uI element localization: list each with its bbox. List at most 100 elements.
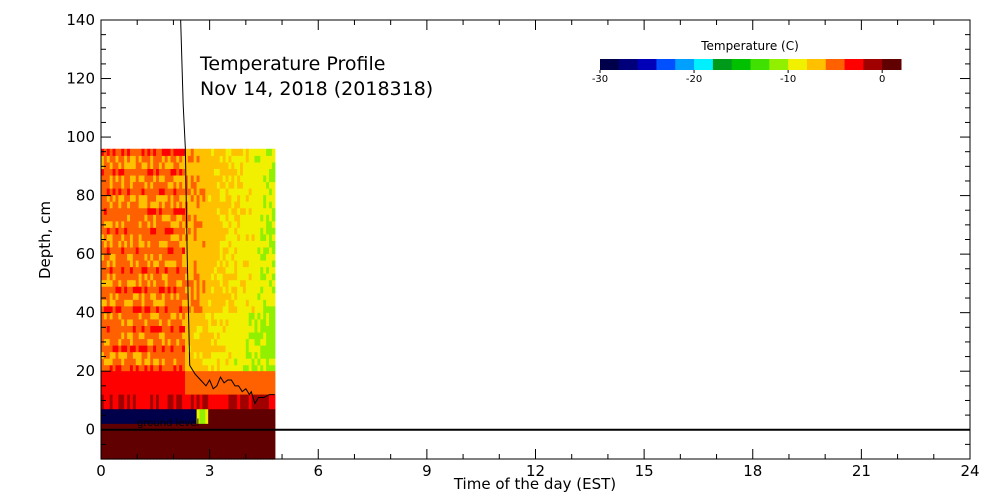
heatmap-cell	[187, 371, 192, 396]
heatmap-cell	[205, 312, 209, 320]
heatmap-cell	[153, 338, 157, 346]
heatmap-cell	[129, 220, 134, 228]
heatmap-cell	[208, 148, 212, 156]
heatmap-cell	[248, 240, 253, 248]
heatmap-cell	[208, 286, 212, 294]
heatmap-cell	[234, 279, 238, 287]
heatmap-cell	[132, 240, 137, 248]
heatmap-cell	[205, 394, 209, 410]
heatmap-cell	[196, 181, 201, 189]
heatmap-cell	[254, 345, 259, 353]
heatmap-cell	[179, 292, 183, 300]
heatmap-cell	[231, 409, 235, 425]
heatmap-cell	[257, 207, 261, 215]
heatmap-cell	[173, 253, 177, 261]
heatmap-cell	[222, 161, 227, 169]
heatmap-cell	[225, 259, 230, 268]
heatmap-cell	[205, 325, 209, 333]
heatmap-cell	[240, 181, 244, 189]
heatmap-cell	[202, 409, 206, 425]
colorbar-swatch	[750, 59, 770, 70]
heatmap-cell	[118, 227, 122, 235]
heatmap-cell	[248, 253, 253, 261]
heatmap-cell	[138, 240, 143, 248]
heatmap-cell	[179, 168, 183, 176]
heatmap-cell	[242, 312, 247, 320]
heatmap-cell	[150, 174, 154, 183]
heatmap-cell	[176, 345, 180, 353]
heatmap-cell	[225, 279, 230, 287]
heatmap-cell	[208, 214, 212, 222]
heatmap-cell	[205, 253, 209, 261]
heatmap-cell	[112, 358, 117, 366]
heatmap-cell	[231, 292, 235, 300]
heatmap-cell	[127, 233, 131, 241]
heatmap-cell	[103, 394, 108, 410]
heatmap-cell	[222, 214, 227, 222]
heatmap-cell	[202, 233, 206, 241]
heatmap-cell	[193, 345, 198, 353]
heatmap-cell	[208, 207, 212, 215]
heatmap-cell	[179, 409, 183, 425]
heatmap-cell	[199, 273, 203, 281]
heatmap-cell	[101, 181, 105, 189]
heatmap-cell	[240, 305, 244, 313]
heatmap-cell	[225, 423, 230, 460]
heatmap-cell	[173, 240, 177, 248]
heatmap-cell	[216, 409, 221, 425]
heatmap-cell	[138, 358, 143, 366]
heatmap-cell	[231, 351, 235, 359]
heatmap-cell	[254, 318, 259, 327]
heatmap-cell	[187, 253, 192, 261]
heatmap-cell	[254, 233, 259, 241]
heatmap-cell	[196, 253, 201, 261]
heatmap-cell	[240, 161, 244, 169]
heatmap-cell	[141, 318, 146, 327]
heatmap-cell	[115, 246, 119, 255]
heatmap-cell	[269, 371, 273, 396]
heatmap-cell	[260, 155, 264, 163]
heatmap-cell	[138, 155, 143, 163]
heatmap-cell	[271, 214, 276, 222]
heatmap-cell	[112, 220, 117, 228]
heatmap-cell	[167, 364, 172, 372]
heatmap-cell	[213, 161, 218, 169]
heatmap-cell	[266, 312, 270, 320]
colorbar-swatch	[600, 59, 620, 70]
heatmap-cell	[196, 246, 201, 255]
heatmap-cell	[205, 246, 209, 255]
heatmap-cell	[237, 168, 241, 176]
heatmap-cell	[185, 174, 189, 183]
heatmap-cell	[147, 207, 151, 215]
heatmap-cell	[219, 155, 224, 163]
heatmap-cell	[138, 331, 143, 340]
heatmap-cell	[219, 331, 224, 340]
heatmap-cell	[124, 279, 128, 287]
heatmap-cell	[115, 318, 119, 327]
heatmap-cell	[132, 227, 137, 235]
heatmap-cell	[211, 286, 215, 294]
heatmap-cell	[147, 364, 151, 372]
heatmap-cell	[231, 331, 235, 340]
heatmap-cell	[112, 409, 117, 425]
heatmap-cell	[158, 358, 163, 366]
heatmap-cell	[222, 240, 227, 248]
heatmap-cell	[135, 305, 140, 313]
heatmap-cell	[179, 371, 183, 396]
heatmap-cell	[138, 161, 143, 169]
heatmap-cell	[106, 207, 111, 215]
heatmap-cell	[109, 312, 114, 320]
heatmap-cell	[129, 371, 134, 396]
heatmap-cell	[237, 246, 241, 255]
heatmap-cell	[132, 188, 137, 196]
heatmap-cell	[257, 325, 261, 333]
heatmap-cell	[213, 312, 218, 320]
heatmap-cell	[127, 253, 131, 261]
heatmap-cell	[144, 423, 148, 460]
heatmap-cell	[132, 174, 137, 183]
heatmap-cell	[202, 201, 206, 209]
heatmap-cell	[242, 325, 247, 333]
heatmap-cell	[176, 246, 180, 255]
heatmap-cell	[271, 423, 276, 460]
heatmap-cell	[211, 188, 215, 196]
